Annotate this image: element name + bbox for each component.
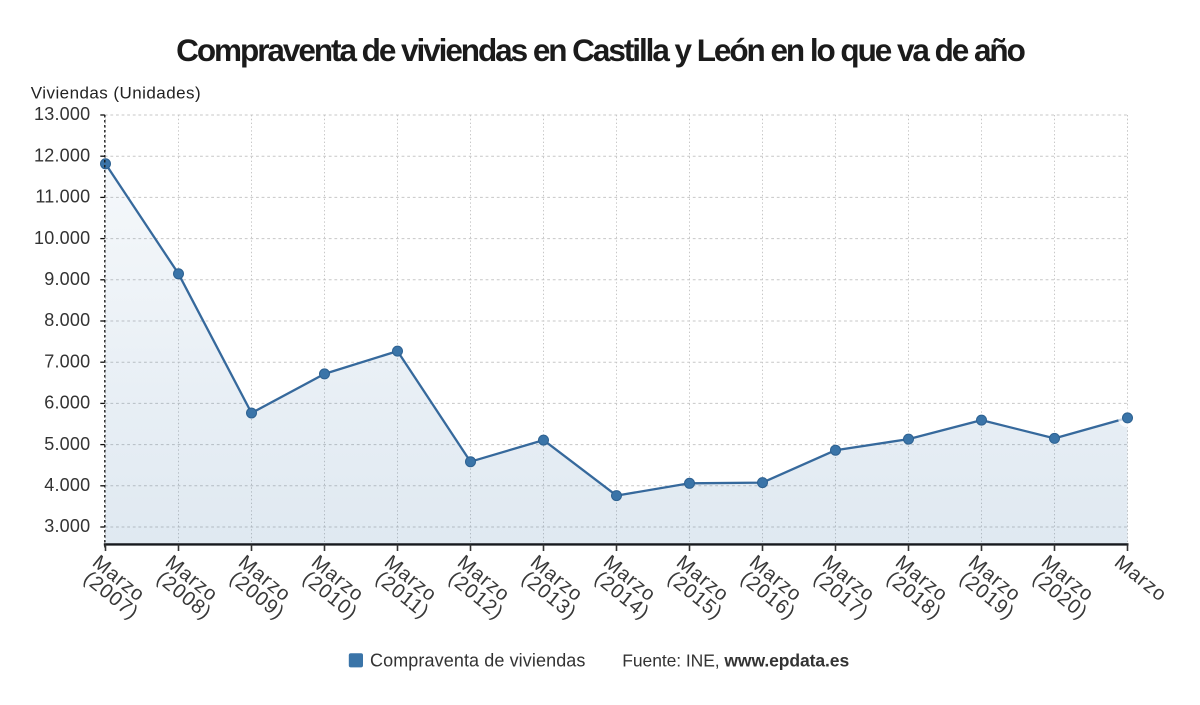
svg-text:3.000: 3.000 [44,516,90,536]
svg-text:Marzo: Marzo [1110,551,1171,606]
svg-text:10.000: 10.000 [34,228,90,248]
svg-text:Compraventa de viviendas en Ca: Compraventa de viviendas en Castilla y L… [176,32,1025,68]
svg-text:Viviendas (Unidades): Viviendas (Unidades) [31,84,201,103]
svg-text:8.000: 8.000 [44,310,90,330]
svg-text:6.000: 6.000 [44,393,90,413]
svg-text:7.000: 7.000 [44,351,90,371]
svg-text:5.000: 5.000 [44,434,90,454]
svg-text:11.000: 11.000 [35,187,90,207]
svg-text:12.000: 12.000 [34,145,90,165]
svg-text:Fuente: INE, www.epdata.es: Fuente: INE, www.epdata.es [622,651,849,671]
svg-text:Compraventa de viviendas: Compraventa de viviendas [370,651,586,671]
svg-text:4.000: 4.000 [44,475,90,495]
svg-text:9.000: 9.000 [44,269,90,289]
svg-text:13.000: 13.000 [34,104,90,124]
